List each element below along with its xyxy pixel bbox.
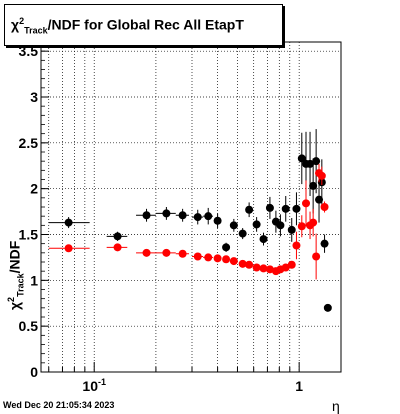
red-data-point [213, 254, 222, 263]
y-tick-label: 3.5 [19, 43, 39, 59]
red-data-point [320, 203, 329, 211]
black-data-point [320, 239, 329, 248]
black-data-point [306, 159, 315, 168]
red-data-point [287, 260, 296, 269]
red-data-point [229, 257, 238, 266]
black-data-point [204, 212, 213, 221]
red-data-point [297, 222, 306, 231]
black-data-point [113, 232, 122, 241]
black-data-point [312, 157, 321, 166]
red-data-point [142, 248, 151, 257]
red-data-point [204, 253, 213, 262]
black-data-point [323, 303, 332, 312]
y-axis-label: χ2Track/NDF [6, 240, 26, 310]
red-data-point [245, 260, 254, 269]
red-data-point [312, 252, 321, 261]
black-data-point [287, 225, 296, 234]
black-data-point [193, 213, 202, 222]
black-data-point [276, 221, 285, 230]
black-data-point [142, 211, 151, 220]
black-data-point [178, 211, 187, 220]
black-data-point [297, 154, 306, 163]
red-data-point [281, 263, 290, 272]
black-data-point [252, 220, 261, 229]
red-data-point [162, 248, 171, 257]
y-tick-label: 2.5 [19, 135, 39, 151]
black-data-point [213, 216, 222, 225]
black-data-point [265, 203, 274, 212]
black-data-point [238, 229, 247, 238]
red-data-point [292, 241, 301, 250]
red-data-point [317, 171, 326, 180]
black-data-point [292, 204, 301, 213]
red-data-point [238, 259, 247, 268]
red-data-point [309, 218, 318, 227]
y-tick-label: 3 [30, 89, 38, 105]
y-tick-label: 1 [30, 272, 38, 288]
black-data-point [222, 243, 231, 252]
red-data-point [252, 263, 261, 272]
black-data-point [245, 205, 254, 214]
x-axis-label: η [332, 398, 340, 414]
black-data-point [315, 195, 324, 204]
red-data-point [222, 255, 231, 264]
chart-title-box: χ2Track/NDF for Global Rec All EtapT [4, 4, 283, 46]
black-data-point [229, 221, 238, 230]
y-tick-label: 1.5 [19, 227, 39, 243]
x-tick-label: 10-1 [82, 377, 106, 394]
black-data-point [162, 209, 171, 218]
y-tick-label: 0.5 [19, 318, 39, 334]
red-data-point [178, 249, 187, 258]
timestamp: Wed Dec 20 21:05:34 2023 [3, 400, 115, 410]
red-data-point [64, 244, 73, 253]
red-data-point [259, 264, 268, 273]
black-data-point [309, 181, 318, 190]
black-data-point [281, 204, 290, 213]
red-data-point [302, 199, 311, 208]
x-tick-label: 1 [295, 378, 303, 394]
y-tick-label: 0 [30, 364, 38, 380]
chart-title: χ2Track/NDF for Global Rec All EtapT [11, 16, 244, 36]
black-data-point [64, 218, 73, 227]
red-data-point [193, 252, 202, 261]
red-data-point [113, 243, 122, 252]
y-tick-label: 2 [30, 181, 38, 197]
black-data-point [259, 235, 268, 244]
